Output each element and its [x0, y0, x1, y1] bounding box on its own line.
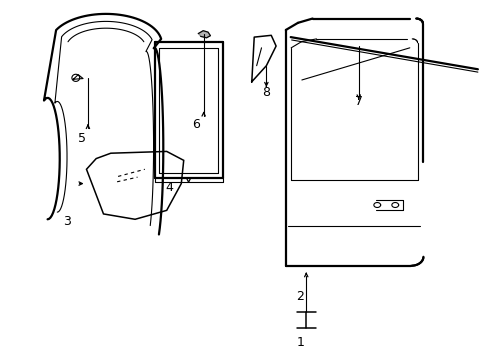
Text: 7: 7 — [354, 95, 362, 108]
Text: 1: 1 — [296, 336, 304, 349]
Text: 8: 8 — [262, 86, 270, 99]
Text: 2: 2 — [296, 289, 304, 303]
Text: 6: 6 — [192, 118, 200, 131]
Text: 5: 5 — [78, 132, 85, 145]
Text: 3: 3 — [63, 215, 71, 228]
Text: 4: 4 — [165, 181, 173, 194]
Polygon shape — [198, 31, 210, 38]
